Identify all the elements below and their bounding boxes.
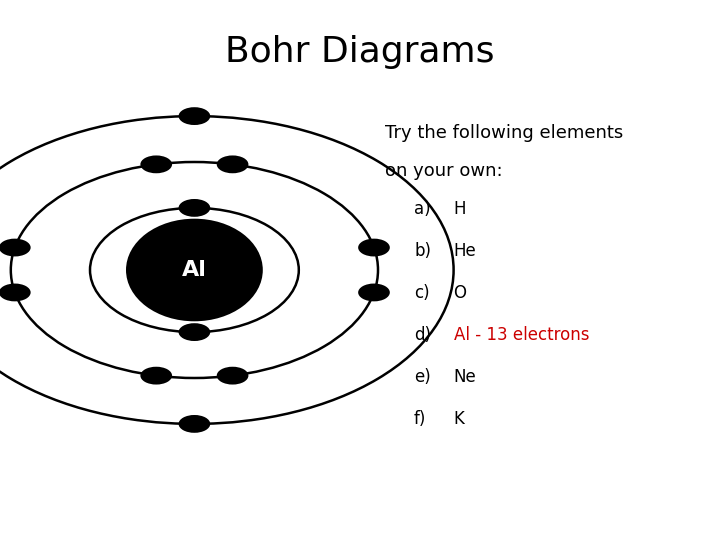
Text: d): d) <box>414 326 431 344</box>
Text: Try the following elements: Try the following elements <box>385 124 624 142</box>
Ellipse shape <box>126 219 263 321</box>
Ellipse shape <box>0 239 31 256</box>
Text: b): b) <box>414 242 431 260</box>
Text: Bohr Diagrams: Bohr Diagrams <box>225 35 495 69</box>
Text: f): f) <box>414 410 426 428</box>
Text: Al: Al <box>182 260 207 280</box>
Ellipse shape <box>179 415 210 433</box>
Text: O: O <box>454 284 467 302</box>
Ellipse shape <box>179 323 210 341</box>
Ellipse shape <box>140 156 172 173</box>
Text: K: K <box>454 410 464 428</box>
Text: He: He <box>454 242 477 260</box>
Ellipse shape <box>217 156 248 173</box>
Ellipse shape <box>358 284 390 301</box>
Text: H: H <box>454 200 466 218</box>
Ellipse shape <box>217 367 248 384</box>
Text: on your own:: on your own: <box>385 162 503 180</box>
Ellipse shape <box>358 239 390 256</box>
Ellipse shape <box>179 199 210 217</box>
Text: Al - 13 electrons: Al - 13 electrons <box>454 326 589 344</box>
Text: e): e) <box>414 368 431 386</box>
Ellipse shape <box>0 284 31 301</box>
Ellipse shape <box>179 107 210 125</box>
Text: a): a) <box>414 200 431 218</box>
Ellipse shape <box>140 367 172 384</box>
Text: Ne: Ne <box>454 368 477 386</box>
Text: c): c) <box>414 284 430 302</box>
